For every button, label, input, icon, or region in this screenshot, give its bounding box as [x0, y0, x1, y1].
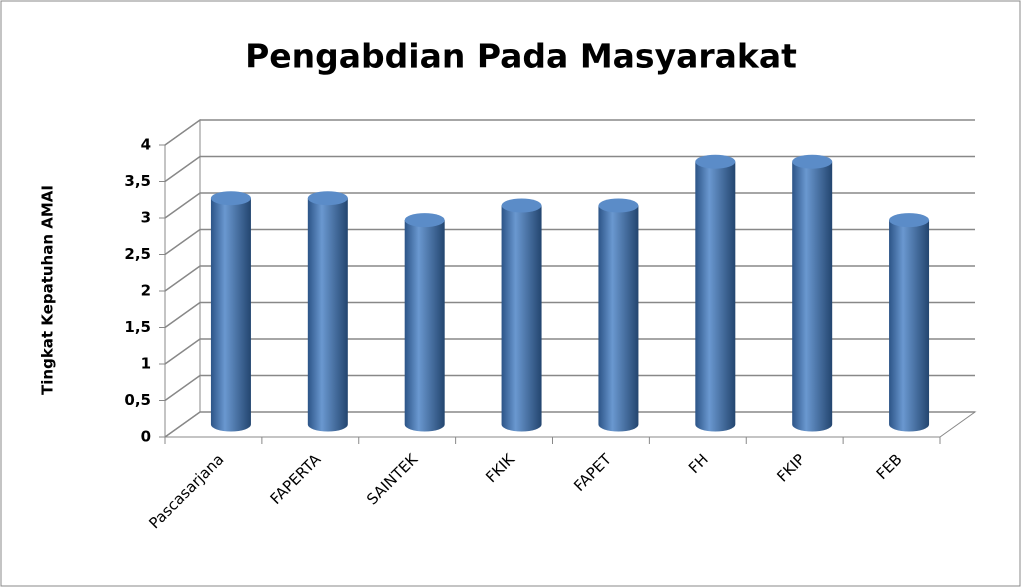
bar-top: [695, 154, 736, 169]
y-tick-label: 1: [141, 355, 151, 373]
bar: [792, 161, 833, 432]
bar-top: [501, 198, 542, 213]
bar: [501, 205, 542, 432]
bar: [307, 198, 348, 432]
bar-top: [404, 213, 445, 228]
bar: [404, 220, 445, 432]
y-tick-label: 4: [141, 136, 151, 154]
bar-top: [792, 154, 833, 169]
bar-top: [307, 191, 348, 206]
bar: [889, 220, 930, 432]
chart-title: Pengabdian Pada Masyarakat: [245, 37, 797, 76]
bar-top: [598, 198, 639, 213]
y-tick-label: 1,5: [124, 318, 151, 336]
grid-line: [164, 119, 975, 146]
bar: [598, 205, 639, 432]
y-axis-label: Tingkat Kepatuhan AMAI: [39, 185, 57, 395]
y-tick-label: 3: [141, 209, 151, 227]
bar-top: [210, 191, 251, 206]
y-tick-label: 0,5: [124, 391, 151, 409]
bar: [695, 161, 736, 432]
bar: [210, 198, 251, 432]
y-tick-label: 3,5: [124, 172, 151, 190]
y-tick-label: 0: [141, 428, 151, 446]
bar-top: [889, 213, 930, 228]
y-tick-label: 2: [141, 282, 151, 300]
y-tick-label: 2,5: [124, 245, 151, 263]
